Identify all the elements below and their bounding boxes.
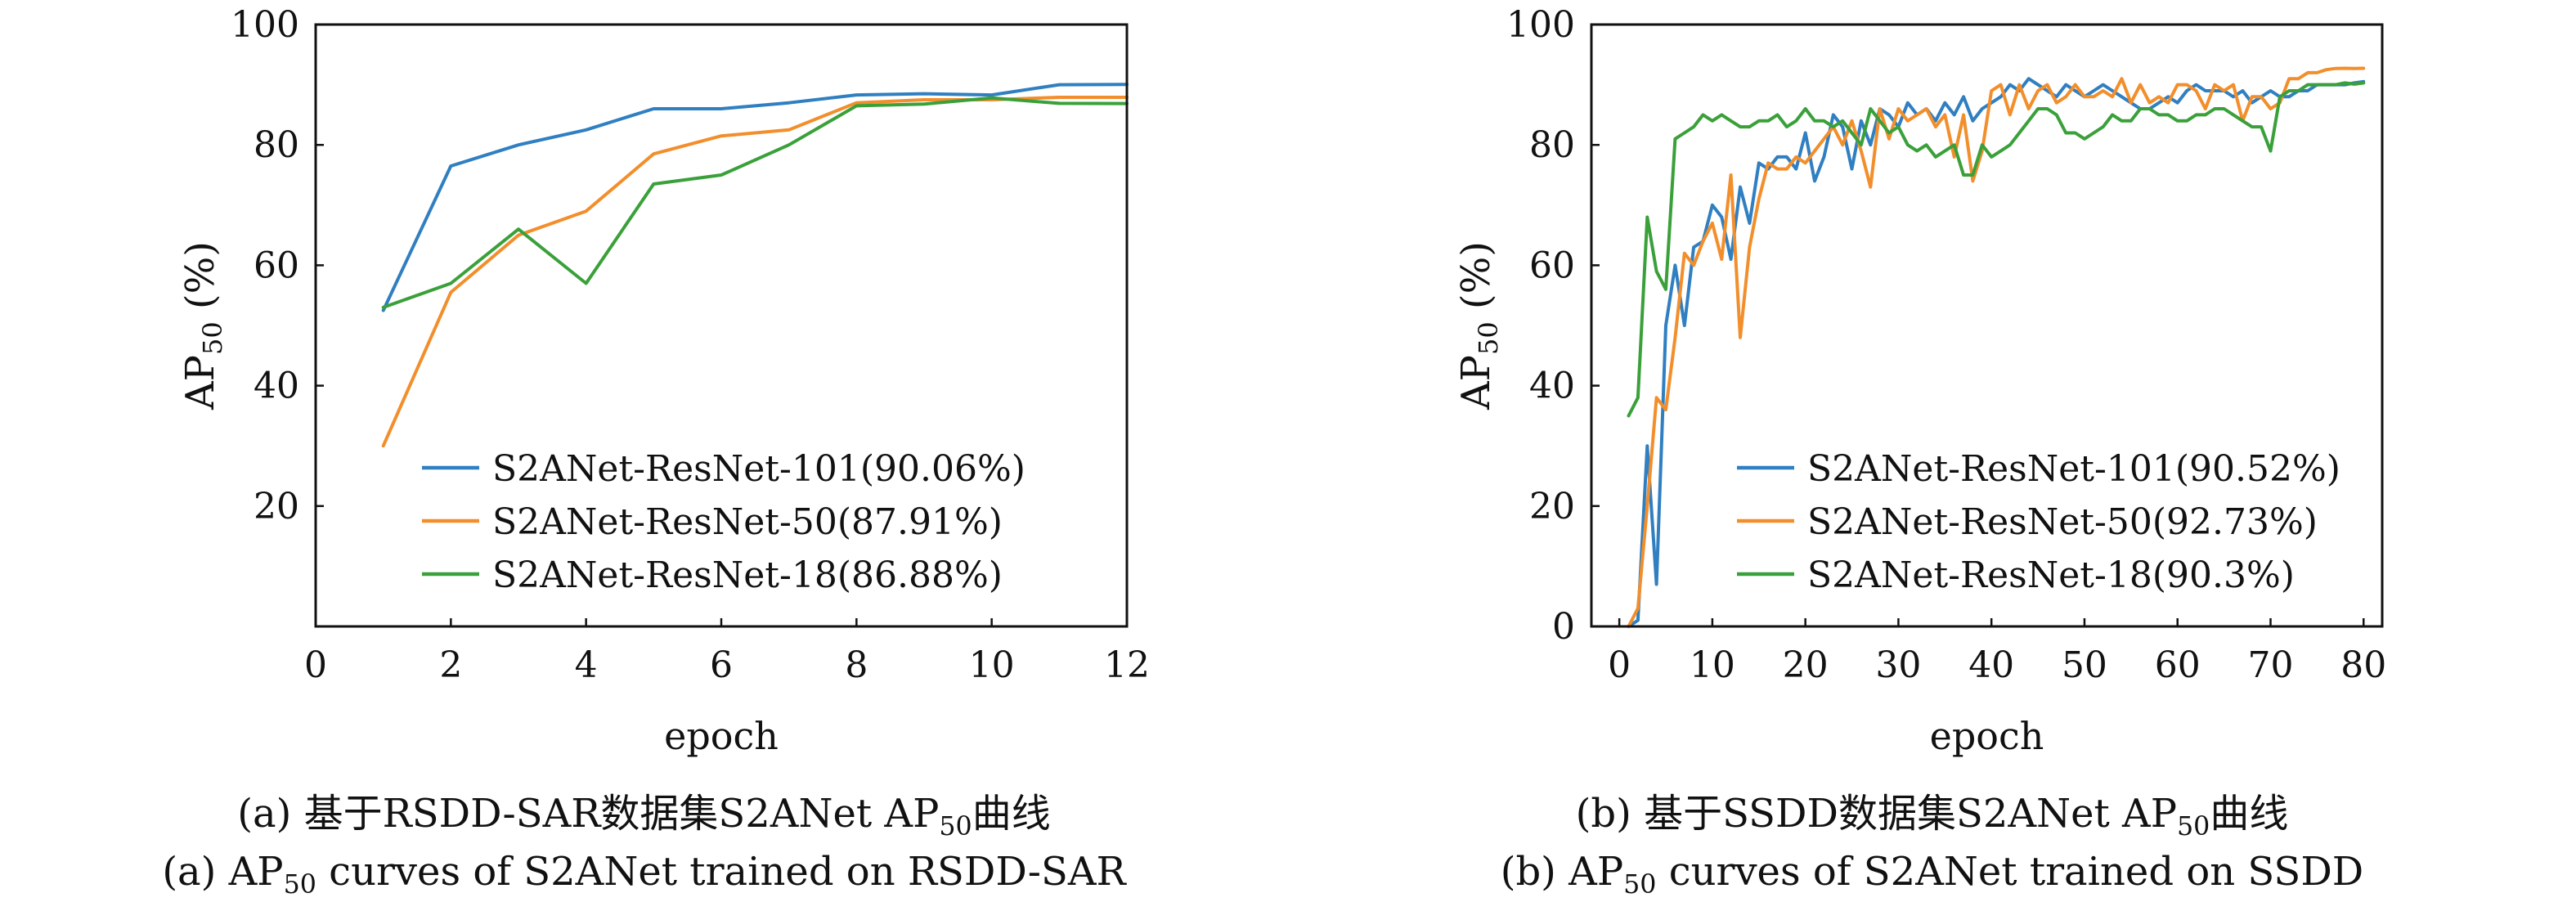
series-line-1 [1627, 77, 2366, 628]
x-tick-label: 60 [2155, 644, 2201, 686]
y-axis-label: AP50 (%) [177, 241, 228, 411]
x-tick-label: 8 [845, 644, 868, 686]
y-axis-label: AP50 (%) [1453, 241, 1504, 411]
caption-cn-b-post: 曲线 [2210, 791, 2289, 837]
legend: S2ANet-ResNet-101(90.06%) S2ANet-ResNet-5… [422, 448, 1025, 596]
caption-en-b-sub: 50 [1623, 870, 1657, 900]
x-tick-label: 20 [1783, 644, 1829, 686]
x-tick-label: 10 [969, 644, 1015, 686]
caption-cn-a: (a) 基于RSDD-SAR数据集S2ANet AP50曲线 [0, 794, 1288, 841]
caption-cn-a-sub: 50 [939, 812, 972, 842]
y-tick-label: 80 [254, 124, 299, 166]
caption-en-a-sub: 50 [283, 870, 316, 900]
x-tick-label: 6 [710, 644, 733, 686]
legend-label: S2ANet-ResNet-101(90.06%) [492, 448, 1025, 490]
x-tick-label: 50 [2062, 644, 2107, 686]
caption-cn-a-pre: (a) 基于RSDD-SAR数据集S2ANet AP [237, 791, 940, 837]
legend: S2ANet-ResNet-101(90.52%) S2ANet-ResNet-5… [1737, 448, 2340, 596]
chart-panel-b: 0 10 20 30 40 50 60 70 80 0 20 40 60 80 100 epoch AP50 (… [1453, 4, 2386, 758]
legend-label: S2ANet-ResNet-50(92.73%) [1807, 501, 2318, 543]
caption-cn-a-post: 曲线 [972, 791, 1051, 837]
y-tick-label: 20 [254, 486, 299, 527]
caption-en-a-post: curves of S2ANet trained on RSDD-SAR [316, 849, 1126, 895]
legend-label: S2ANet-ResNet-50(87.91%) [492, 501, 1003, 543]
y-tick-label: 80 [1529, 124, 1575, 166]
x-tick-label: 70 [2247, 644, 2293, 686]
series-line-1 [381, 83, 1129, 312]
caption-en-b-post: curves of S2ANet trained on SSDD [1656, 849, 2364, 895]
caption-cn-b-pre: (b) 基于SSDD数据集S2ANet AP [1575, 791, 2177, 837]
y-tick-label: 0 [1552, 606, 1575, 648]
series-line-3 [1627, 81, 2366, 418]
x-tick-label: 40 [1968, 644, 2014, 686]
x-tick-label: 4 [575, 644, 598, 686]
x-tick-label: 80 [2340, 644, 2386, 686]
y-tick-label: 40 [1529, 366, 1575, 407]
x-tick-label: 0 [304, 644, 327, 686]
series-line-2 [381, 96, 1129, 448]
x-axis-label: epoch [1930, 714, 2044, 758]
y-tick-label: 100 [231, 4, 299, 46]
series-line-3 [381, 96, 1129, 309]
legend-label: S2ANet-ResNet-18(86.88%) [492, 554, 1003, 596]
caption-en-a-pre: (a) AP [162, 849, 284, 895]
series-line-2 [1627, 66, 2366, 628]
chart-panel-a: 0 2 4 6 8 10 12 20 40 60 80 100 epoch AP50 (%) S2ANet-… [177, 4, 1150, 758]
caption-cn-b: (b) 基于SSDD数据集S2ANet AP50曲线 [1288, 794, 2576, 841]
y-tick-label: 60 [1529, 245, 1575, 286]
legend-label: S2ANet-ResNet-101(90.52%) [1807, 448, 2340, 490]
x-tick-label: 0 [1608, 644, 1631, 686]
caption-cn-b-sub: 50 [2177, 812, 2210, 842]
caption-en-a: (a) AP50 curves of S2ANet trained on RSD… [0, 852, 1288, 899]
x-tick-label: 30 [1875, 644, 1921, 686]
legend-label: S2ANet-ResNet-18(90.3%) [1807, 554, 2295, 596]
y-tick-label: 20 [1529, 486, 1575, 527]
y-tick-label: 100 [1506, 4, 1575, 46]
plot-frame [1590, 23, 2384, 628]
caption-en-b: (b) AP50 curves of S2ANet trained on SSD… [1288, 852, 2576, 899]
x-tick-label: 12 [1104, 644, 1150, 686]
y-tick-label: 60 [254, 245, 299, 286]
x-tick-label: 2 [439, 644, 462, 686]
y-tick-label: 40 [254, 366, 299, 407]
x-tick-label: 10 [1690, 644, 1735, 686]
x-axis-label: epoch [664, 714, 779, 758]
caption-en-b-pre: (b) AP [1500, 849, 1624, 895]
